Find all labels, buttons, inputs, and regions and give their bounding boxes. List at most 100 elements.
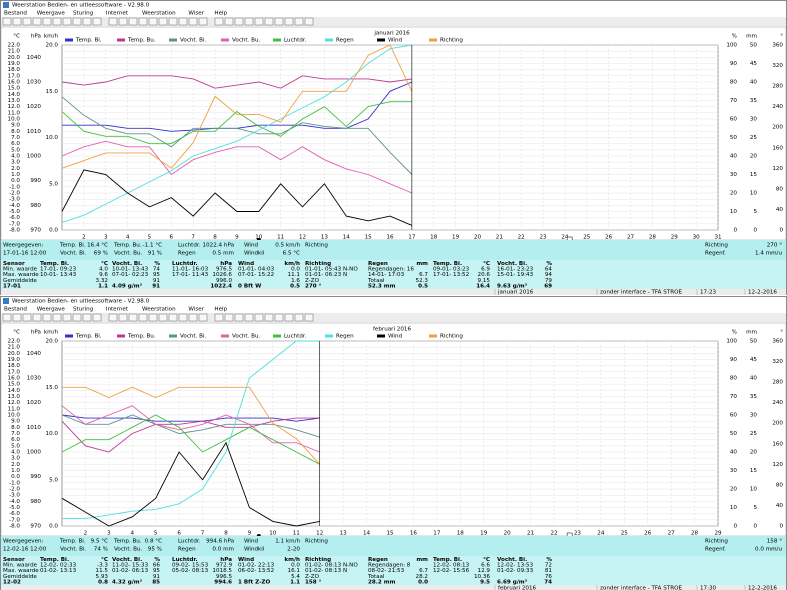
toolbar-button[interactable] [214, 313, 224, 322]
toolbar-button[interactable] [2, 313, 12, 322]
toolbar-button[interactable] [62, 313, 72, 322]
toolbar-button[interactable] [294, 17, 304, 26]
menu-item[interactable]: Bestand [4, 307, 27, 313]
toolbar-button[interactable] [2, 17, 12, 26]
menu-item[interactable]: Help [214, 11, 227, 17]
x-tick-label: 4 [131, 531, 135, 537]
toolbar-button[interactable] [52, 17, 62, 26]
toolbar-button[interactable] [224, 17, 234, 26]
y-tick-label: -2.0 [9, 191, 20, 197]
y-tick-label: 40 [776, 503, 784, 509]
toolbar-button[interactable] [82, 17, 92, 26]
toolbar-button[interactable] [32, 17, 42, 26]
toolbar-button[interactable] [294, 313, 304, 322]
status-text: Regen [178, 547, 196, 553]
toolbar-button[interactable] [138, 17, 148, 26]
toolbar-button[interactable] [244, 17, 254, 26]
toolbar-button[interactable] [92, 17, 102, 26]
toolbar-button[interactable] [118, 313, 128, 322]
y-tick-label: -1.0 [9, 480, 20, 486]
toolbar-button[interactable] [158, 17, 168, 26]
menu-item[interactable]: Weergave [37, 307, 66, 313]
toolbar-button[interactable] [82, 313, 92, 322]
y-tick-label: 20.0 [8, 55, 21, 61]
status-text: 1.1 km/h [275, 539, 300, 545]
menu-item[interactable]: Weerstation [142, 11, 176, 17]
toolbar-button[interactable] [168, 17, 178, 26]
toolbar-button[interactable] [244, 313, 254, 322]
menu-item[interactable]: Internet [106, 307, 129, 313]
menu-item[interactable]: Sturing [73, 307, 94, 313]
y-tick-label: 0.0 [11, 474, 20, 480]
toolbar-button[interactable] [22, 17, 32, 26]
toolbar-button[interactable] [254, 313, 264, 322]
toolbar-button[interactable] [198, 313, 208, 322]
toolbar-button[interactable] [148, 17, 158, 26]
toolbar-button[interactable] [12, 313, 22, 322]
y-tick-label: 990 [30, 178, 41, 184]
toolbar-button[interactable] [224, 313, 234, 322]
toolbar-button[interactable] [234, 313, 244, 322]
toolbar-button[interactable] [22, 313, 32, 322]
toolbar-button[interactable] [62, 17, 72, 26]
x-tick-label: 22 [518, 235, 525, 241]
toolbar-button[interactable] [118, 17, 128, 26]
x-tick-label: 26 [605, 235, 613, 241]
stats-header: Wind [238, 261, 254, 267]
stats-cell: 52.3 mm [368, 283, 396, 289]
menu-item[interactable]: Wiser [188, 307, 204, 313]
toolbar-button[interactable] [108, 17, 118, 26]
toolbar-button[interactable] [198, 17, 208, 26]
toolbar-button[interactable] [148, 313, 158, 322]
toolbar-button[interactable] [254, 17, 264, 26]
toolbar-button[interactable] [304, 17, 314, 26]
toolbar-button[interactable] [178, 313, 188, 322]
x-tick-label: 21 [496, 235, 504, 241]
toolbar-button[interactable] [12, 17, 22, 26]
toolbar-button[interactable] [72, 313, 82, 322]
toolbar-button[interactable] [274, 17, 284, 26]
toolbar-button[interactable] [304, 313, 314, 322]
toolbar-button[interactable] [158, 313, 168, 322]
toolbar-button[interactable] [234, 17, 244, 26]
toolbar-button[interactable] [178, 17, 188, 26]
stats-cell: 16.4 [476, 283, 490, 289]
menu-item[interactable]: Wiser [188, 11, 204, 17]
y-tick-label: 15.0 [46, 385, 59, 391]
menu-item[interactable]: Help [214, 307, 227, 313]
y-tick-label: 1.0 [11, 468, 20, 474]
toolbar-button[interactable] [264, 313, 274, 322]
toolbar-button[interactable] [42, 17, 52, 26]
toolbar-button[interactable] [72, 17, 82, 26]
y-tick-label: 15.0 [8, 86, 21, 92]
toolbar-button[interactable] [214, 17, 224, 26]
stats-cell: 0 Bft W [238, 283, 261, 289]
y-tick-label: 1.0 [11, 172, 20, 178]
toolbar-button[interactable] [138, 313, 148, 322]
toolbar-button[interactable] [128, 17, 138, 26]
toolbar-button[interactable] [188, 313, 198, 322]
toolbar-button[interactable] [188, 17, 198, 26]
axis-unit: hPa [31, 34, 41, 40]
toolbar-button[interactable] [32, 313, 42, 322]
menu-item[interactable]: Internet [106, 11, 129, 17]
menu-item[interactable]: Weerstation [142, 307, 176, 313]
toolbar-button[interactable] [92, 313, 102, 322]
stats-header: Temp. Bi. [433, 261, 462, 267]
toolbar-button[interactable] [108, 313, 118, 322]
toolbar-button[interactable] [274, 313, 284, 322]
toolbar-button[interactable] [264, 17, 274, 26]
toolbar-button[interactable] [52, 313, 62, 322]
toolbar-button[interactable] [284, 313, 294, 322]
toolbar-button[interactable] [168, 313, 178, 322]
y-tick-label: 5.0 [49, 181, 58, 187]
stats-header: Regen [368, 261, 388, 267]
menu-item[interactable]: Bestand [4, 11, 27, 17]
toolbar-button[interactable] [284, 17, 294, 26]
menu-item[interactable]: Sturing [73, 11, 94, 17]
toolbar-button[interactable] [128, 313, 138, 322]
menu-item[interactable]: Weergave [37, 11, 66, 17]
y-tick-label: 0 [753, 228, 757, 234]
chart-title: februari 2016 [373, 327, 412, 333]
toolbar-button[interactable] [42, 313, 52, 322]
